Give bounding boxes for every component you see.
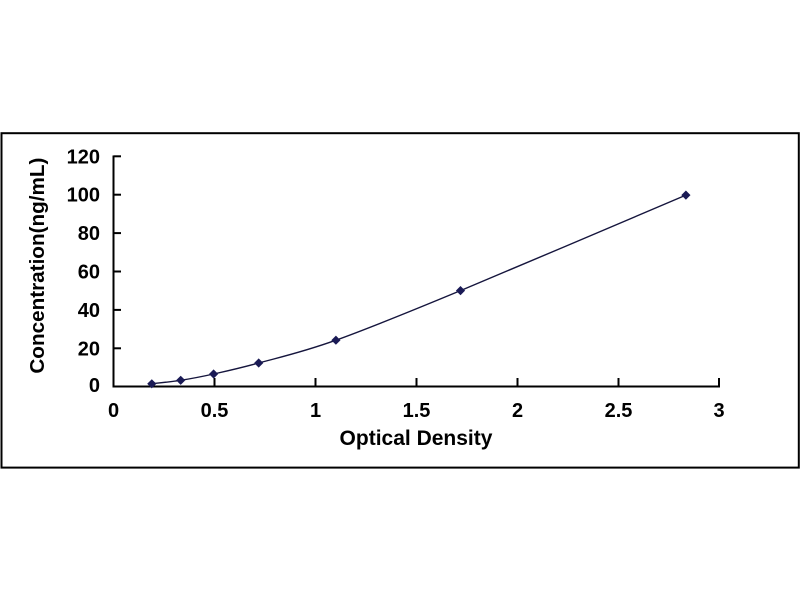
svg-text:120: 120 bbox=[67, 146, 100, 168]
svg-text:0.5: 0.5 bbox=[201, 400, 229, 422]
svg-text:60: 60 bbox=[78, 262, 100, 284]
svg-text:100: 100 bbox=[67, 185, 100, 207]
svg-text:0: 0 bbox=[89, 375, 100, 397]
svg-text:Concentration(ng/mL): Concentration(ng/mL) bbox=[26, 158, 49, 374]
svg-text:40: 40 bbox=[78, 300, 100, 322]
svg-text:Optical Density: Optical Density bbox=[340, 427, 493, 450]
svg-text:0: 0 bbox=[108, 400, 119, 422]
svg-text:20: 20 bbox=[78, 338, 100, 360]
svg-text:2: 2 bbox=[512, 400, 523, 422]
svg-text:1.5: 1.5 bbox=[403, 400, 431, 422]
svg-text:3: 3 bbox=[713, 400, 724, 422]
svg-text:1: 1 bbox=[310, 400, 321, 422]
svg-text:80: 80 bbox=[78, 223, 100, 245]
svg-text:2.5: 2.5 bbox=[605, 400, 633, 422]
